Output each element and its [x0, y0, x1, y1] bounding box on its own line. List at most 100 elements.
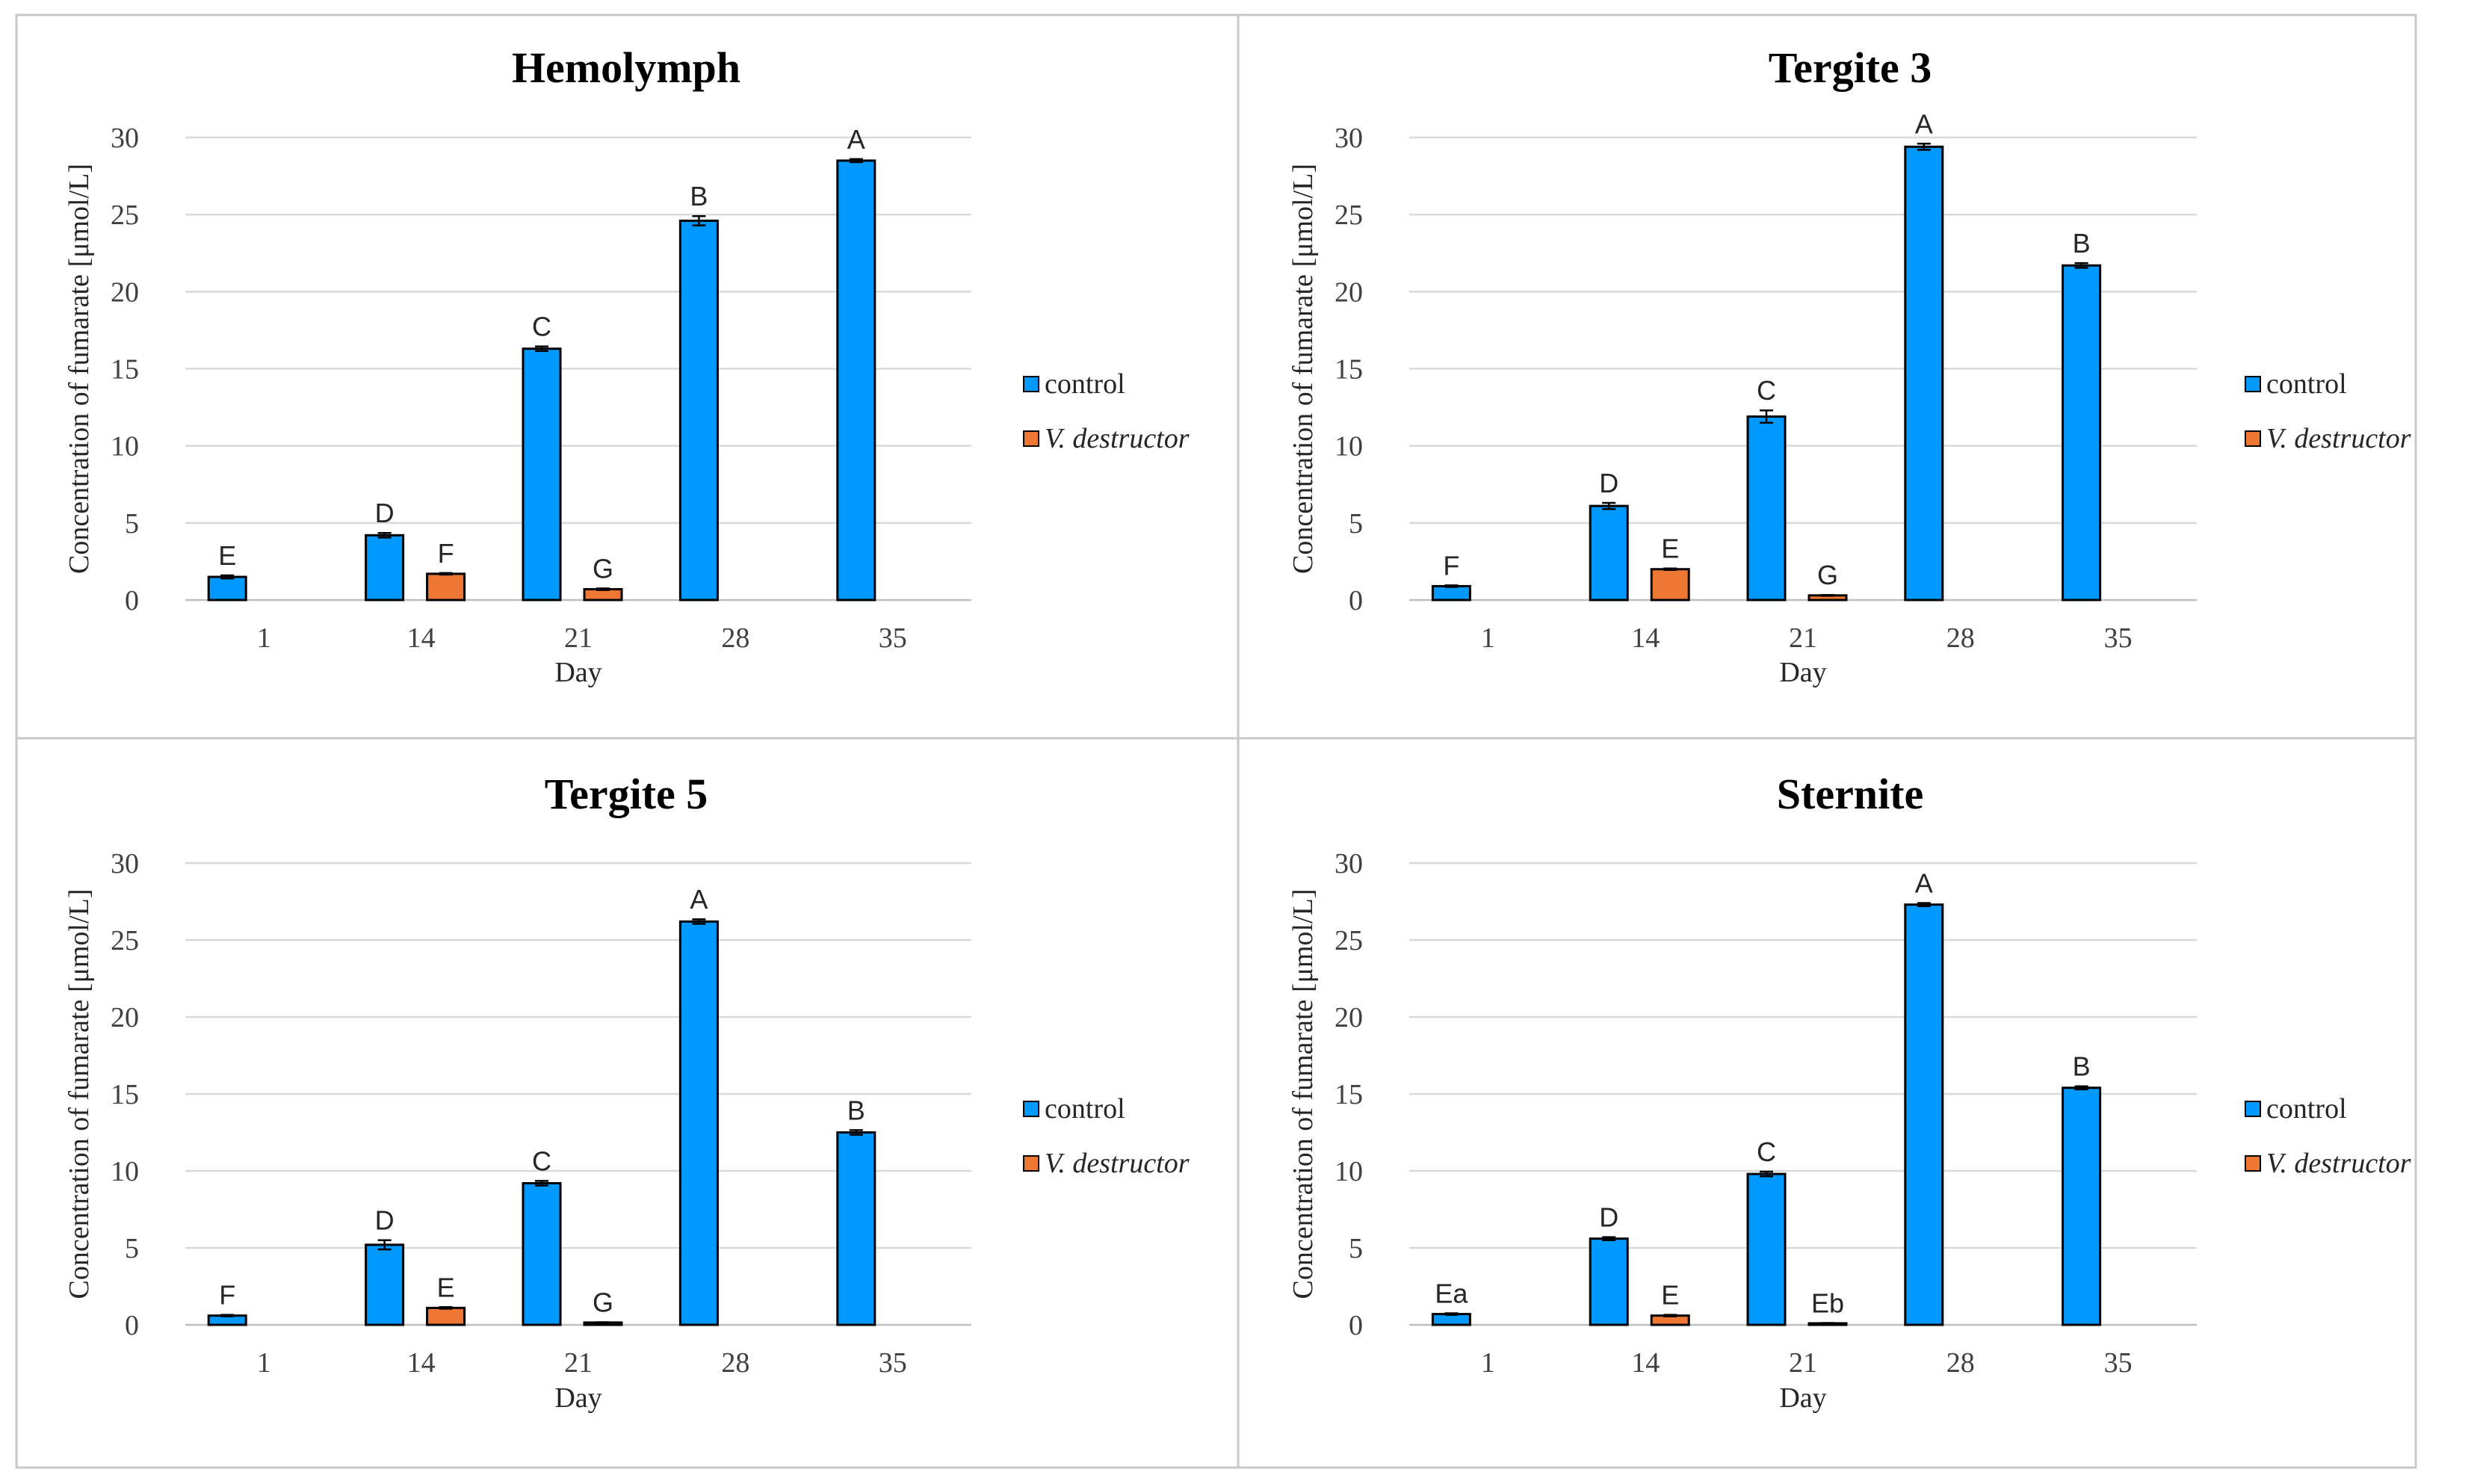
bar-control: [1589, 504, 1629, 602]
y-tick-label: 15: [111, 354, 139, 386]
x-axis-title: Day: [554, 1382, 602, 1414]
significance-label: A: [690, 884, 708, 915]
y-axis-title: Concentration of fumarate [μmol/L]: [64, 164, 95, 574]
x-tick-label: 28: [721, 622, 749, 654]
chart-title: Tergite 3: [1769, 43, 1932, 92]
bar-control: [2062, 1086, 2102, 1326]
panel-frame: [1237, 737, 2417, 1469]
bar-control: [365, 534, 405, 602]
x-tick-label: 35: [2104, 1347, 2133, 1379]
y-tick-label: 20: [1335, 276, 1363, 308]
x-tick-label: 28: [1946, 1347, 1975, 1379]
legend-label-control: control: [1045, 368, 1125, 400]
bar-control: [678, 920, 719, 1326]
x-axis-title: Day: [554, 657, 602, 688]
bar-control: [1746, 415, 1787, 602]
bar-control: [2062, 264, 2102, 602]
y-tick-label: 5: [125, 508, 139, 540]
x-axis-title: Day: [1779, 657, 1826, 688]
legend-swatch-v-destructor: [1023, 1155, 1039, 1172]
significance-label: G: [593, 554, 613, 584]
y-tick-label: 0: [1349, 585, 1363, 616]
x-tick-label: 21: [1789, 622, 1817, 654]
y-tick-label: 15: [111, 1079, 139, 1110]
legend-label-v-destructor: V. destructor: [2266, 1148, 2411, 1179]
y-tick-label: 30: [111, 123, 139, 154]
x-tick-label: 28: [1946, 622, 1975, 654]
bar-control: [207, 575, 247, 602]
chart-title: Sternite: [1777, 770, 1924, 818]
y-tick-label: 5: [1349, 1233, 1363, 1264]
y-tick-label: 10: [1335, 1156, 1363, 1187]
x-tick-label: 14: [407, 622, 436, 654]
x-tick-label: 1: [257, 1347, 271, 1379]
x-tick-label: 1: [1481, 622, 1495, 654]
legend-label-v-destructor: V. destructor: [1045, 423, 1190, 454]
legend-label-v-destructor: V. destructor: [2266, 423, 2411, 454]
bar-control: [1904, 145, 1944, 602]
chart-panel-2: 0 5 10 15 20 25 30 Tergite 5 Concentration of fu…: [15, 737, 1240, 1469]
y-tick-label: 25: [1335, 925, 1363, 956]
y-tick-label: 0: [125, 1310, 139, 1341]
chart-title: Tergite 5: [545, 770, 708, 818]
legend-label-control: control: [2266, 1093, 2347, 1125]
chart-panel-1: 0 5 10 15 20 25 30 Tergite 3 Concentration of fu…: [1237, 13, 2417, 740]
y-tick-label: 25: [1335, 200, 1363, 231]
x-tick-label: 1: [1481, 1347, 1495, 1379]
bar-control: [1589, 1237, 1629, 1326]
x-tick-label: 35: [879, 1347, 907, 1379]
significance-label: G: [1817, 560, 1838, 590]
legend-swatch-v-destructor: [1023, 430, 1039, 447]
y-tick-label: 10: [1335, 431, 1363, 463]
x-tick-label: 21: [564, 1347, 593, 1379]
significance-label: E: [437, 1272, 455, 1302]
bar-control: [678, 219, 719, 602]
significance-label: D: [1599, 1202, 1618, 1233]
bar-control: [1904, 903, 1944, 1326]
y-tick-label: 20: [1335, 1002, 1363, 1033]
significance-label: A: [1915, 868, 1933, 899]
chart-panel-0: 0 5 10 15 20 25 30 Hemolymph Concentration of fu…: [15, 13, 1240, 740]
x-tick-label: 21: [564, 622, 593, 654]
bar-v-destructor: [426, 1306, 466, 1326]
legend-swatch-v-destructor: [2245, 430, 2261, 447]
y-axis-title: Concentration of fumarate [μmol/L]: [1287, 888, 1319, 1299]
significance-label: B: [690, 181, 708, 211]
y-tick-label: 30: [1335, 848, 1363, 879]
y-axis-title: Concentration of fumarate [μmol/L]: [64, 888, 95, 1299]
significance-label: A: [847, 124, 865, 155]
legend-label-control: control: [2266, 368, 2347, 400]
bar-control: [522, 347, 562, 602]
significance-label: C: [1757, 375, 1776, 406]
y-axis-title: Concentration of fumarate [μmol/L]: [1287, 164, 1319, 574]
bar-control: [522, 1181, 562, 1326]
legend-label-v-destructor: V. destructor: [1045, 1148, 1190, 1179]
significance-label: Eb: [1811, 1288, 1844, 1319]
bar-control: [1746, 1172, 1787, 1326]
x-tick-label: 14: [1631, 1347, 1660, 1379]
chart-panel-3: 0 5 10 15 20 25 30 Sternite Concentration of fum…: [1237, 737, 2417, 1469]
significance-label: B: [847, 1095, 865, 1125]
significance-label: C: [532, 312, 551, 342]
y-tick-label: 0: [125, 585, 139, 616]
panel-frame: [1237, 13, 2417, 740]
legend-swatch-control: [2245, 1101, 2261, 1117]
significance-label: F: [1443, 550, 1459, 581]
x-tick-label: 28: [721, 1347, 749, 1379]
bar-control: [1431, 584, 1471, 602]
legend-swatch-control: [1023, 1101, 1039, 1117]
significance-label: D: [375, 498, 395, 528]
x-tick-label: 14: [407, 1347, 436, 1379]
bar-v-destructor: [1650, 568, 1690, 602]
significance-label: C: [1757, 1137, 1776, 1167]
y-tick-label: 5: [125, 1233, 139, 1264]
significance-label: G: [593, 1287, 613, 1317]
significance-label: D: [1599, 468, 1618, 498]
significance-label: F: [438, 538, 454, 569]
y-tick-label: 10: [111, 431, 139, 463]
y-tick-label: 25: [111, 200, 139, 231]
bar-v-destructor: [426, 572, 466, 602]
bar-control: [365, 1243, 405, 1326]
bar-control: [836, 159, 876, 602]
